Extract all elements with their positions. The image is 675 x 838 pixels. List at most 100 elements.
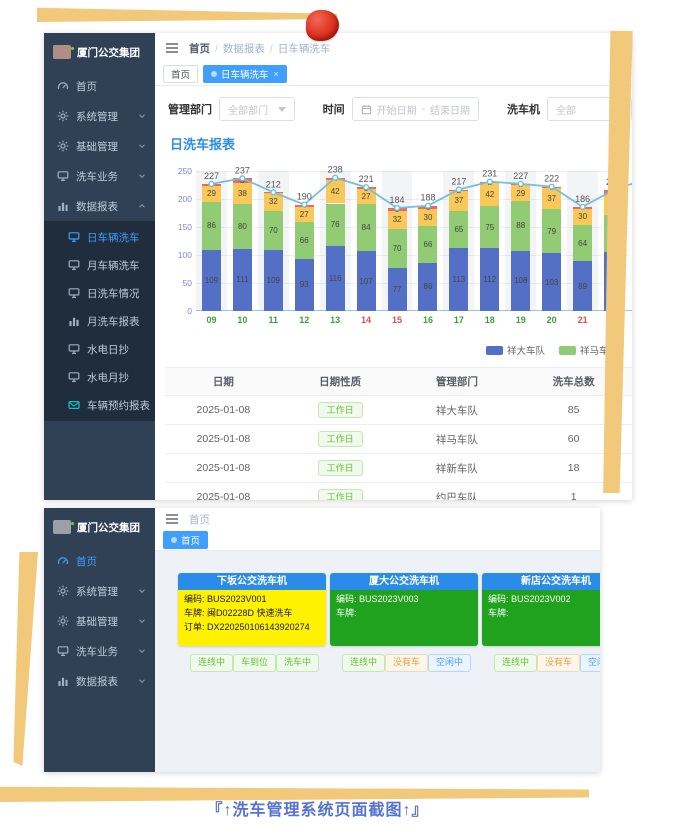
cell-date: 2025-01-08 (165, 424, 282, 454)
x-axis-label-18: 18 (484, 315, 495, 325)
legend-swatch (558, 345, 576, 355)
menu-fold-icon[interactable] (165, 513, 179, 525)
bar-value-label: 113 (452, 274, 466, 284)
bar-segment-祥新车队: 32 (263, 192, 283, 211)
bar-segment-祥马车队: 70 (387, 228, 407, 268)
machine-info-line: 编码: BUS2023V001 (184, 594, 267, 604)
gear-icon (57, 140, 69, 152)
bar-value-label: 66 (299, 235, 309, 245)
sidebar-item-系统管理[interactable]: 系统管理 (44, 101, 155, 131)
status-button-连线中[interactable]: 连线中 (190, 654, 234, 672)
sidebar-subitem-日车辆洗车[interactable]: 日车辆洗车 (44, 223, 155, 251)
sidebar-subitem-车辆预约报表[interactable]: 车辆预约报表 (44, 391, 155, 419)
status-button-没有车[interactable]: 没有车 (385, 654, 429, 672)
status-button-没有车[interactable]: 没有车 (537, 654, 581, 672)
legend-item-祥马车队[interactable]: 祥马车队 (558, 343, 618, 357)
dashboard-window: 厦门公交集团 首页 系统管理 基础管理 洗车业务 数据报表 首页 首页 下坂公交洗车机编… (44, 508, 600, 772)
cell-dept: 祥大车队 (398, 395, 516, 425)
date-separator: - (421, 103, 425, 115)
machine-info-line: 编码: BUS2023V002 (488, 594, 571, 604)
breadcrumb-item: 首页 (189, 43, 210, 55)
dept-select[interactable]: 全部部门 (219, 97, 295, 121)
bar-value-label: 70 (268, 225, 278, 235)
chart-title: 日洗车报表 (170, 137, 236, 152)
machine-info-line: 车牌: (488, 607, 509, 618)
sidebar-item-首页[interactable]: 首页 (44, 71, 155, 101)
bar-segment-祥新车队: 32 (387, 210, 407, 229)
day-type-badge: 工作日 (317, 488, 363, 500)
report-window: 厦门公交集团 首页 系统管理 基础管理 洗车业务 数据报表 日车辆洗车 月车辆洗车 日洗车情况… (44, 33, 632, 500)
sidebar-item-label: 系统管理 (76, 110, 118, 123)
bar-segment-约巴车队: 3 (573, 203, 593, 212)
breadcrumb-item[interactable]: 日车辆洗车 (277, 43, 331, 55)
bar-value-label: 8 (240, 176, 245, 186)
sidebar-item-label: 系统管理 (76, 585, 118, 598)
x-axis-label-16: 16 (422, 315, 433, 325)
bar-segment-祥大车队: 86 (418, 262, 438, 311)
sidebar-item-数据报表[interactable]: 数据报表 (44, 191, 155, 221)
sidebar-item-洗车业务[interactable]: 洗车业务 (44, 161, 155, 191)
tab-首页[interactable]: 首页 (163, 531, 209, 549)
bar-value-label: 89 (578, 281, 588, 291)
cell-dept: 约巴车队 (398, 482, 516, 500)
red-pin-decoration (306, 10, 339, 41)
stacked-bar-16: 86 66 30 6 (418, 171, 438, 311)
tab-active-dot (171, 537, 177, 543)
status-button-空闲中[interactable]: 空闲中 (580, 654, 600, 672)
breadcrumb-item[interactable]: 数据报表 (222, 43, 265, 55)
sidebar-subitem-日洗车情况[interactable]: 日洗车情况 (44, 279, 155, 307)
sidebar-item-系统管理[interactable]: 系统管理 (44, 576, 155, 606)
bar-value-label: 27 (299, 209, 309, 219)
machine-info-line: 车牌: (336, 607, 357, 618)
sidebar-item-洗车业务[interactable]: 洗车业务 (44, 636, 155, 666)
legend-item-祥大车队[interactable]: 祥大车队 (485, 343, 545, 357)
machine-statuses: 连线中 车到位 洗车中 (178, 654, 326, 672)
brand-name: 厦门公交集团 (77, 46, 140, 59)
bar-value-label: 32 (268, 197, 278, 207)
table-header-管理部门: 管理部门 (398, 367, 516, 396)
sidebar-subitem-月车辆洗车[interactable]: 月车辆洗车 (44, 251, 155, 279)
washer-select-value: 全部 (556, 105, 576, 117)
bar-segment-约巴车队: 4 (294, 201, 314, 210)
table-row: 2025-01-08 工作日 祥大车队 85 (165, 395, 632, 425)
sidebar-item-基础管理[interactable]: 基础管理 (44, 131, 155, 161)
washer-filter-label: 洗车机 (507, 104, 540, 116)
bar-value-label: 103 (544, 277, 559, 287)
tab-close-icon[interactable]: × (273, 69, 279, 79)
tab-日车辆洗车[interactable]: 日车辆洗车 × (203, 65, 287, 83)
sidebar-subitem-label: 水电日抄 (87, 343, 129, 356)
status-button-空闲中[interactable]: 空闲中 (428, 654, 472, 672)
menu-fold-icon[interactable] (165, 42, 179, 54)
sidebar-menu: 首页系统管理基础管理 洗车业务 数据报表 (44, 546, 155, 696)
status-button-洗车中[interactable]: 洗车中 (276, 654, 320, 672)
date-range-input[interactable]: 开始日期 - 结束日期 (351, 97, 479, 121)
monitor-icon (68, 231, 80, 243)
tab-首页[interactable]: 首页 (163, 65, 199, 83)
status-button-连线中[interactable]: 连线中 (494, 654, 538, 672)
table-header-日期: 日期 (165, 367, 282, 396)
status-button-连线中[interactable]: 连线中 (342, 654, 386, 672)
bar-value-label: 79 (547, 226, 557, 236)
stacked-bar-11: 109 70 32 (263, 171, 283, 311)
bar-value-label: 77 (392, 284, 402, 294)
bar-segment-祥马车队: 76 (325, 203, 345, 247)
chart-plot: 109 86 29 3 111 80 38 8 109 70 32 93 66 27 4 116 76 42 4 10… (196, 171, 632, 311)
bar-value-label: 65 (454, 225, 464, 235)
sidebar-item-基础管理[interactable]: 基础管理 (44, 606, 155, 636)
sidebar-item-数据报表[interactable]: 数据报表 (44, 666, 155, 696)
sidebar-item-首页[interactable]: 首页 (44, 546, 155, 576)
gridline (196, 171, 629, 172)
bar-segment-约巴车队 (263, 192, 283, 193)
machine-info-line: 车牌: 闽D02228D 快速洗车 (184, 607, 293, 618)
sidebar-subitem-水电日抄[interactable]: 水电日抄 (44, 335, 155, 363)
bar-value-label: 2 (487, 177, 493, 187)
gear-icon (57, 615, 69, 627)
monitor-icon (57, 645, 69, 657)
cell-day-type: 工作日 (281, 424, 399, 454)
bar-segment-祥马车队: 79 (542, 209, 562, 254)
brand-logo (53, 520, 74, 534)
bar-value-label: 66 (423, 239, 433, 249)
status-button-车到位[interactable]: 车到位 (233, 654, 277, 672)
sidebar-subitem-水电月抄[interactable]: 水电月抄 (44, 363, 155, 391)
sidebar-subitem-月洗车报表[interactable]: 月洗车报表 (44, 307, 155, 335)
